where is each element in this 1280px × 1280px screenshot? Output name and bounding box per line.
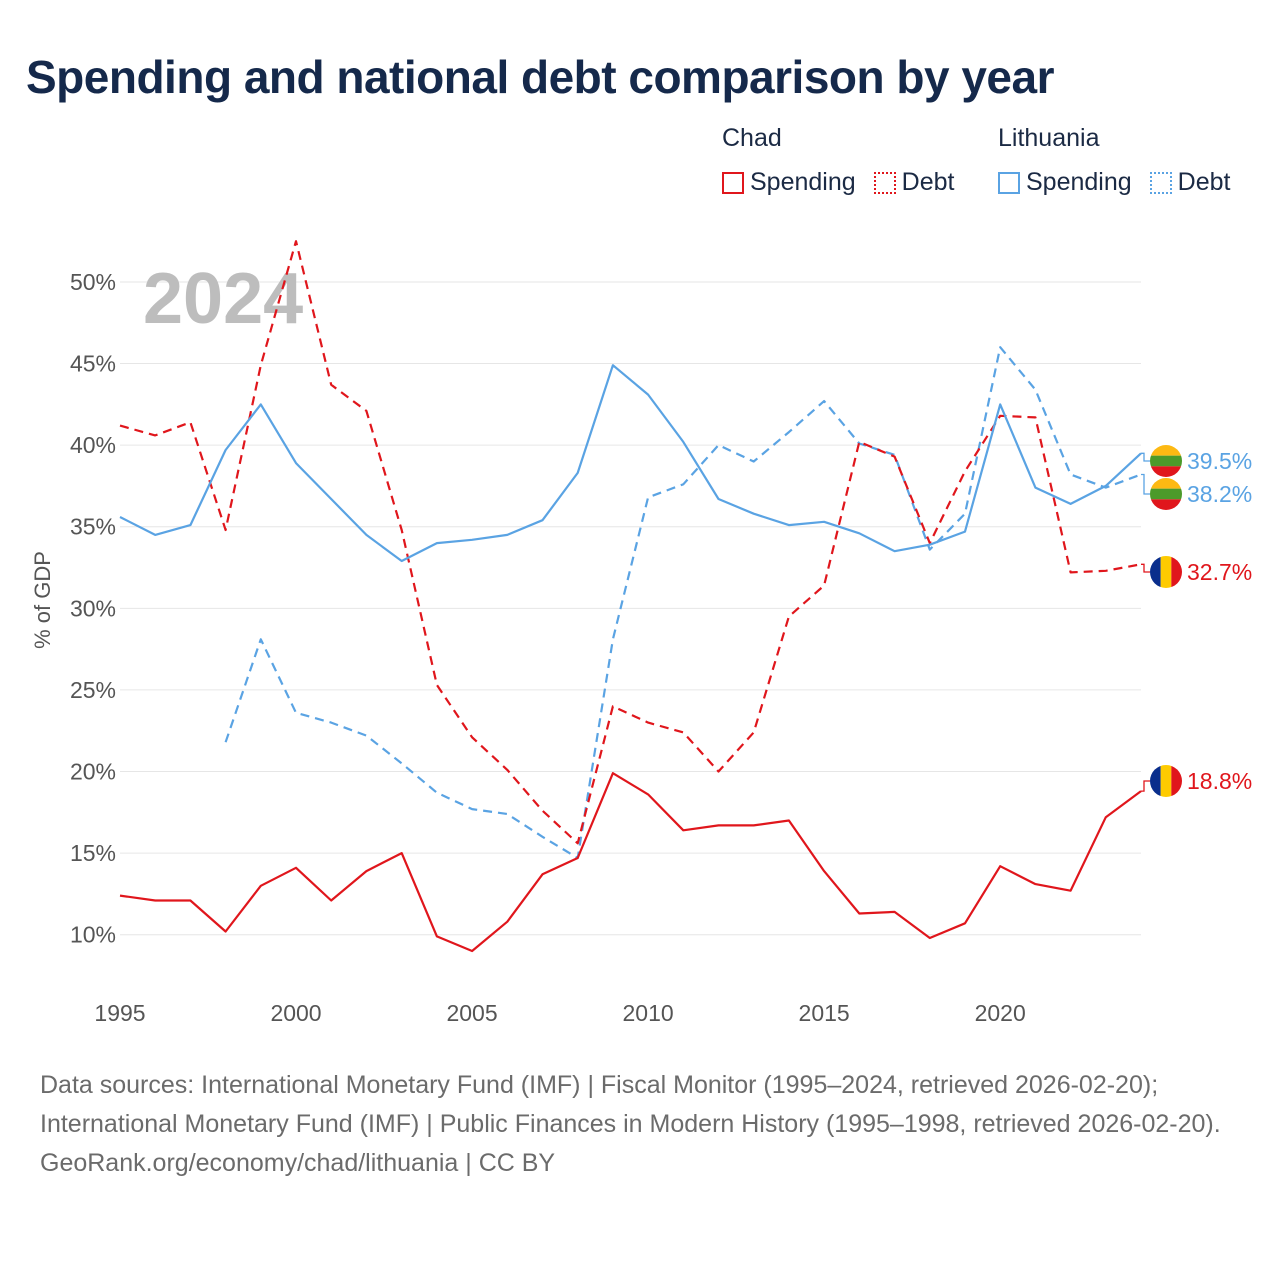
y-tick-label: 30%	[70, 595, 116, 621]
legend-group-chad: Chad Spending Debt	[722, 124, 972, 197]
legend-swatch-solid	[722, 171, 744, 194]
credit-link[interactable]: GeoRank.org/economy/chad/lithuania | CC …	[40, 1149, 556, 1177]
chart-title: Spending and national debt comparison by…	[26, 51, 1055, 103]
legend-item-chad-debt[interactable]: Debt	[873, 168, 955, 197]
legend-country-lithuania: Lithuania	[998, 124, 1100, 152]
legend-item-lithuania-debt[interactable]: Debt	[1149, 168, 1231, 197]
y-tick-label: 15%	[70, 840, 116, 866]
flag-lithuania-icon	[1150, 478, 1182, 510]
flag-stripe-green	[1150, 488, 1182, 500]
legend-label: Debt	[1177, 168, 1231, 196]
end-value-label: 18.8%	[1187, 768, 1252, 794]
flag-fill	[1150, 445, 1182, 477]
flag-stripe-blue	[1150, 765, 1161, 797]
flag-stripe-green	[1150, 455, 1182, 467]
legend-label: Spending	[1026, 168, 1132, 196]
y-tick-label: 10%	[70, 922, 116, 948]
flag-fill	[1150, 556, 1182, 588]
flag-stripe-red	[1150, 466, 1182, 477]
flag-fill	[1150, 765, 1182, 797]
legend-label: Debt	[901, 168, 955, 196]
end-label-connector	[1141, 473, 1150, 495]
y-tick-label: 45%	[70, 351, 116, 377]
x-tick-label: 2000	[270, 1000, 321, 1026]
y-tick-label: 25%	[70, 677, 116, 703]
flag-chad-icon	[1150, 556, 1182, 588]
series-line-lithuania-debt	[224, 346, 1142, 860]
y-tick-label: 35%	[70, 514, 116, 540]
y-tick-label: 40%	[70, 432, 116, 458]
footer: Data sources: International Monetary Fun…	[40, 1066, 1250, 1183]
legend-swatch-dotted	[1149, 171, 1172, 194]
series-line-chad-debt	[119, 240, 1142, 845]
line-chart: 10% 15% 20% 25% 30% 35% 40% 45% 50% 1995 2000 2005…	[30, 240, 1252, 1026]
flag-stripe-yellow	[1150, 478, 1182, 489]
flag-stripe-yellow	[1160, 765, 1172, 797]
series-line-lithuania-spending	[119, 364, 1142, 563]
x-tick-label: 2020	[975, 1000, 1026, 1026]
legend-country-chad: Chad	[722, 124, 782, 152]
end-value-label: 39.5%	[1187, 448, 1252, 474]
x-tick-label: 2005	[446, 1000, 497, 1026]
legend-swatch-solid	[998, 171, 1020, 194]
flag-lithuania-icon	[1150, 445, 1182, 477]
x-tick-label: 2015	[799, 1000, 850, 1026]
legend-item-lithuania-spending[interactable]: Spending	[998, 168, 1132, 197]
year-watermark: 2024	[143, 259, 303, 339]
x-tick-label: 1995	[94, 1000, 145, 1026]
series-line-chad-spending	[119, 772, 1142, 953]
flag-chad-icon	[1150, 765, 1182, 797]
legend-group-lithuania: Lithuania Spending Debt	[998, 124, 1248, 197]
y-axis-label: % of GDP	[30, 551, 55, 649]
flag-stripe-red	[1150, 499, 1182, 510]
legend-swatch-dotted	[873, 171, 896, 194]
x-tick-label: 2010	[623, 1000, 674, 1026]
y-tick-label: 50%	[70, 269, 116, 295]
flag-stripe-blue	[1150, 556, 1161, 588]
legend-item-chad-spending[interactable]: Spending	[722, 168, 856, 197]
data-sources: Data sources: International Monetary Fun…	[40, 1071, 1221, 1138]
end-label-connector	[1141, 780, 1150, 792]
end-value-label: 38.2%	[1187, 481, 1252, 507]
end-label-connector	[1141, 563, 1150, 573]
flag-stripe-yellow	[1150, 445, 1182, 456]
flag-stripe-yellow	[1160, 556, 1172, 588]
end-label-connector	[1141, 452, 1150, 462]
y-tick-label: 20%	[70, 759, 116, 785]
flag-stripe-red	[1171, 765, 1182, 797]
flag-fill	[1150, 478, 1182, 510]
end-value-label: 32.7%	[1187, 559, 1252, 585]
flag-stripe-red	[1171, 556, 1182, 588]
legend-label: Spending	[750, 168, 856, 196]
